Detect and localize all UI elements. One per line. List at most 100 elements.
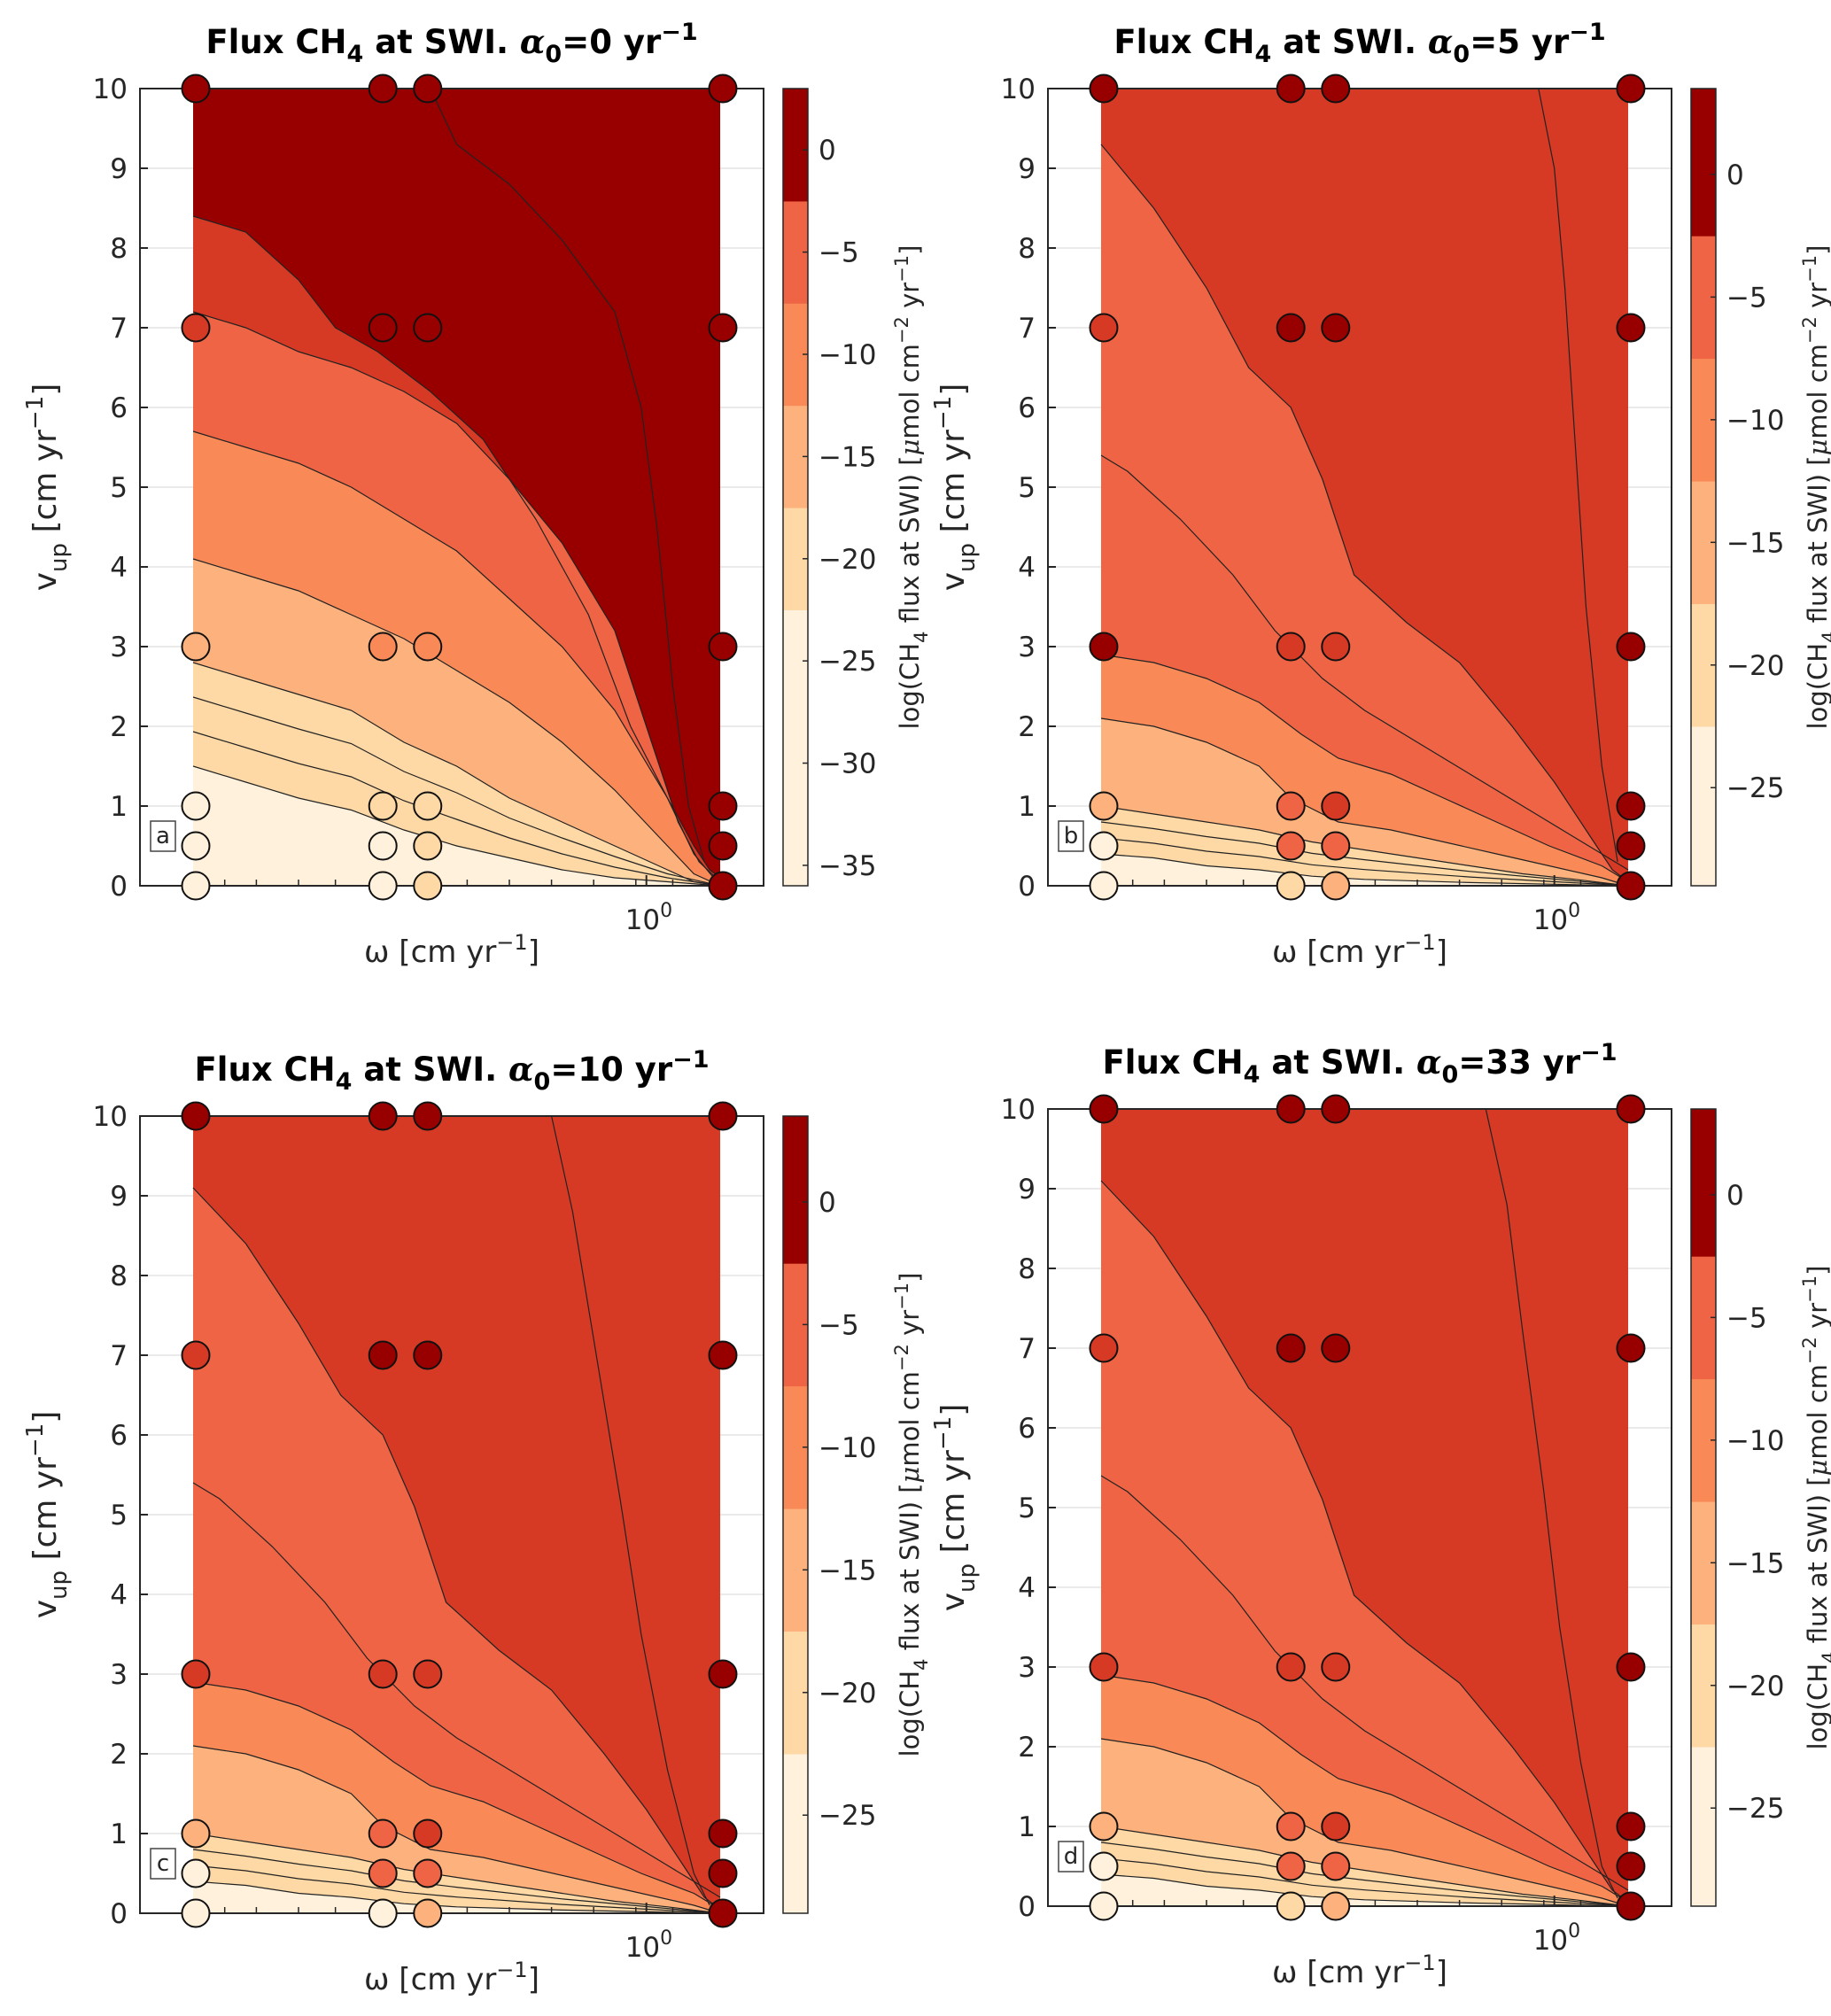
y-tick-label: 7 <box>1018 1333 1036 1365</box>
y-tick-label: 3 <box>1018 632 1036 663</box>
sample-marker <box>181 1340 211 1370</box>
y-axis-label: vup [cm yr−1] <box>22 1411 73 1619</box>
contour-line <box>1100 1738 1629 1907</box>
sample-marker <box>1321 1891 1351 1921</box>
sample-marker <box>413 1101 443 1131</box>
colorbar-tick-label: −15 <box>1726 1547 1784 1579</box>
colorbar-tick-label: −5 <box>1726 1302 1767 1334</box>
contour-line <box>1100 717 1629 887</box>
y-tick-label: 10 <box>93 74 128 105</box>
colorbar-band <box>783 1754 808 1914</box>
y-tick-label: 5 <box>110 472 128 504</box>
y-tick-label: 7 <box>110 1340 128 1372</box>
sample-marker <box>413 871 443 901</box>
sample-marker <box>1321 1652 1351 1682</box>
panel-title: Flux CH4 at SWI. α0=5 yr−1 <box>1113 19 1605 68</box>
panel-title: Flux CH4 at SWI. α0=0 yr−1 <box>206 19 697 68</box>
sample-marker <box>1276 1094 1306 1124</box>
sample-marker <box>1321 74 1351 104</box>
y-tick-label: 4 <box>1018 552 1036 584</box>
sample-marker <box>708 1101 738 1131</box>
sample-marker <box>368 1340 398 1370</box>
y-tick-label: 7 <box>110 313 128 345</box>
y-tick-label: 3 <box>110 1659 128 1691</box>
sample-marker <box>1089 1891 1119 1921</box>
sample-marker <box>1089 1652 1119 1682</box>
sample-marker <box>1089 74 1119 104</box>
sample-marker <box>708 1659 738 1689</box>
y-tick-label: 10 <box>1001 74 1036 105</box>
y-tick-label: 3 <box>1018 1652 1036 1684</box>
sample-marker <box>1089 871 1119 901</box>
sample-marker <box>368 831 398 861</box>
sample-marker <box>1276 1851 1306 1881</box>
y-tick-label: 0 <box>1018 871 1036 903</box>
colorbar-tick-label: −35 <box>819 850 876 882</box>
contour-line <box>192 430 721 887</box>
colorbar-label: log(CH4 flux at SWI) [μmol cm−2 yr−1] <box>891 1273 932 1757</box>
y-tick-label: 5 <box>1018 1493 1036 1524</box>
x-tick-label: 100 <box>1533 1920 1580 1957</box>
sample-marker <box>368 791 398 821</box>
sample-marker <box>708 1818 738 1849</box>
sample-marker <box>413 791 443 821</box>
colorbar-frame <box>782 1115 809 1914</box>
y-tick-label: 3 <box>110 632 128 663</box>
colorbar-frame <box>782 88 809 887</box>
contour-line <box>192 215 721 879</box>
sample-marker <box>1616 791 1646 821</box>
sample-marker <box>708 1340 738 1370</box>
sample-marker <box>1321 871 1351 901</box>
sample-marker <box>1321 1811 1351 1842</box>
panel-label: a <box>156 823 170 849</box>
x-axis-label: ω [cm yr−1] <box>1272 1950 1447 1990</box>
y-tick-label: 2 <box>110 711 128 743</box>
colorbar-tick-label: −15 <box>819 441 876 473</box>
y-tick-label: 0 <box>110 1898 128 1930</box>
y-tick-label: 9 <box>110 153 128 185</box>
y-tick-label: 4 <box>1018 1572 1036 1604</box>
sample-marker <box>1276 632 1306 662</box>
colorbar-tick-label: 0 <box>1726 159 1744 191</box>
sample-marker <box>1321 831 1351 861</box>
contour-line <box>1538 88 1618 863</box>
sample-marker <box>368 1818 398 1849</box>
contour-line <box>551 1115 710 1906</box>
y-tick-label: 4 <box>110 1579 128 1611</box>
colorbar-tick-label: −20 <box>819 1678 876 1710</box>
sample-marker <box>368 632 398 662</box>
sample-marker <box>1276 831 1306 861</box>
contour-line <box>192 731 721 887</box>
contour-line <box>192 1865 721 1914</box>
y-tick-label: 1 <box>110 1818 128 1850</box>
contour-line <box>1100 837 1629 887</box>
sample-marker <box>368 1101 398 1131</box>
sample-marker <box>1276 871 1306 901</box>
x-axis-label: ω [cm yr−1] <box>364 1958 539 1997</box>
sample-marker <box>708 871 738 901</box>
sample-marker <box>708 632 738 662</box>
contour-line <box>192 1745 721 1914</box>
sample-marker <box>368 313 398 343</box>
y-tick-label: 2 <box>1018 1732 1036 1764</box>
contour-lines <box>1100 88 1629 887</box>
x-axis-label: ω [cm yr−1] <box>1272 930 1447 970</box>
panel-title: Flux CH4 at SWI. α0=10 yr−1 <box>194 1046 709 1096</box>
contour-line <box>430 88 705 863</box>
sample-marker <box>1321 1094 1351 1124</box>
contour-line <box>192 1482 721 1898</box>
sample-marker <box>1089 831 1119 861</box>
colorbar-band <box>783 814 808 887</box>
contour-line <box>192 1187 721 1910</box>
contour-line <box>1100 143 1629 882</box>
sample-marker <box>1089 1333 1119 1363</box>
colorbar-tick-label: −20 <box>819 544 876 576</box>
sample-marker <box>413 831 443 861</box>
colorbar: 0 −5 −10 −15 −20 −25 log(CH4 flux at SWI) [μmo… <box>782 1115 932 1914</box>
contour-line <box>192 1833 721 1914</box>
y-tick-label: 9 <box>110 1181 128 1213</box>
y-tick-label: 1 <box>1018 791 1036 823</box>
sample-marker <box>1616 831 1646 861</box>
colorbar-frame <box>1690 1108 1717 1907</box>
